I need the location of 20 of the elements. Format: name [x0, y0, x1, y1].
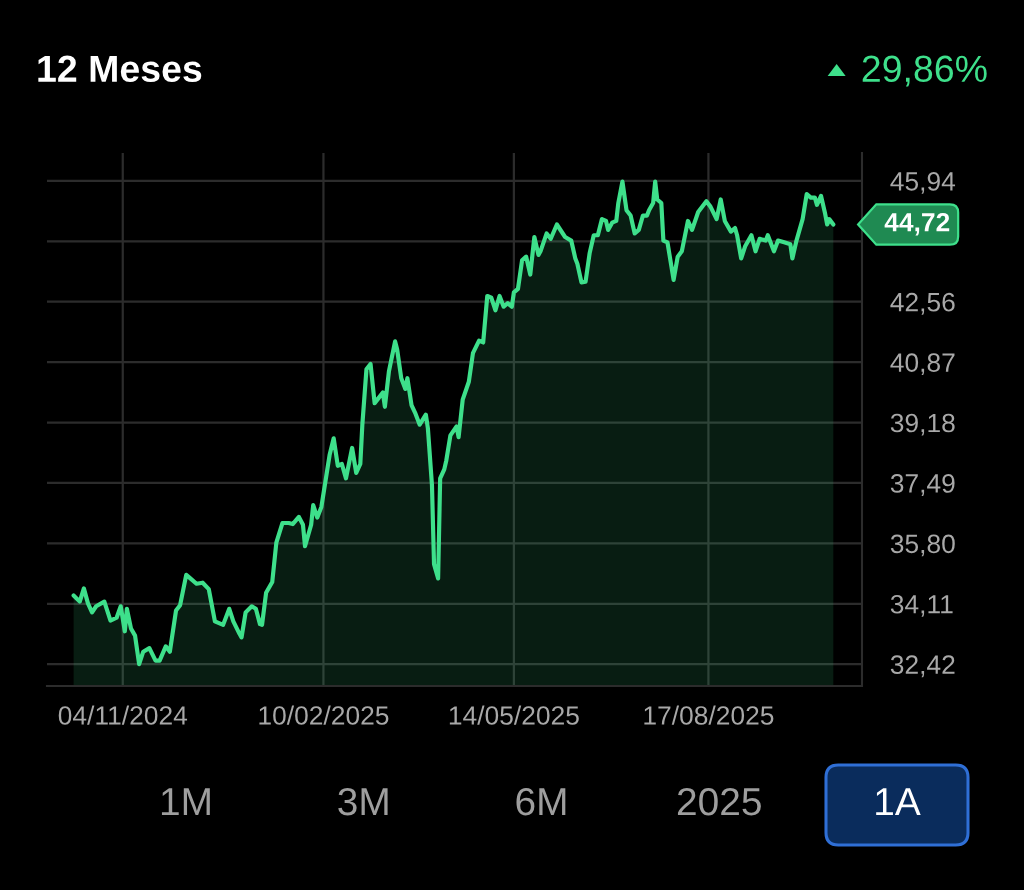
y-tick-label: 39,18 — [890, 413, 955, 436]
x-tick-label: 04/11/2024 — [58, 705, 188, 725]
text: 6M — [516, 787, 566, 816]
y-tick-label: 32,42 — [890, 655, 955, 678]
x-tick-label: 10/02/2025 — [259, 705, 389, 725]
y-tick-label: 42,56 — [890, 292, 955, 315]
y-tick-label: 45,94 — [890, 172, 956, 194]
y-tick-label: 40,87 — [890, 353, 955, 376]
text: 44,72 — [884, 212, 950, 236]
chart-subtitle: 29,86% — [862, 55, 987, 87]
text: 2025 — [677, 787, 761, 816]
text: 1A — [876, 788, 921, 816]
x-tick-label: 17/08/2025 — [644, 705, 774, 725]
chart-title: 12 Meses — [38, 55, 202, 83]
text: 3M — [338, 787, 388, 816]
x-tick-label: 14/05/2025 — [449, 705, 579, 725]
text: 1M — [161, 788, 210, 816]
y-tick-label: 37,49 — [890, 474, 955, 496]
y-tick-label: 34,11 — [890, 594, 953, 617]
y-tick-label: 35,80 — [890, 534, 955, 557]
